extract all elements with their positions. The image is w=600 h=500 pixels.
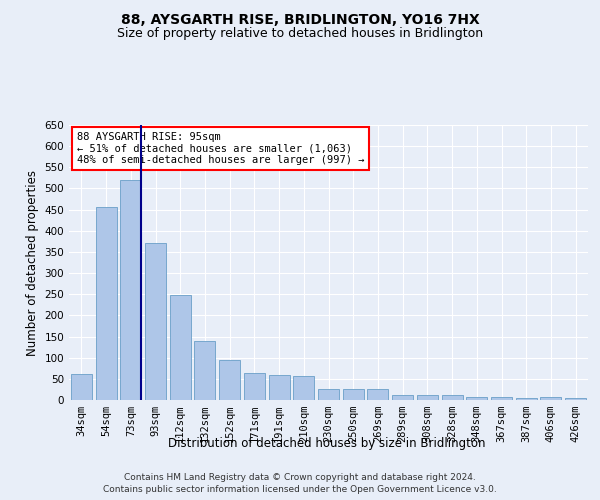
Bar [170, 295, 191, 400]
Bar [442, 395, 463, 400]
Bar [219, 360, 240, 400]
Bar [466, 396, 487, 400]
Bar [269, 374, 290, 400]
Bar [491, 398, 512, 400]
Text: 88, AYSGARTH RISE, BRIDLINGTON, YO16 7HX: 88, AYSGARTH RISE, BRIDLINGTON, YO16 7HX [121, 12, 479, 26]
Bar [318, 388, 339, 400]
Bar [145, 244, 166, 400]
Bar [367, 388, 388, 400]
Bar [516, 398, 537, 400]
Text: Contains HM Land Registry data © Crown copyright and database right 2024.: Contains HM Land Registry data © Crown c… [124, 472, 476, 482]
Text: Distribution of detached houses by size in Bridlington: Distribution of detached houses by size … [168, 438, 486, 450]
Bar [71, 374, 92, 400]
Bar [565, 398, 586, 400]
Text: Size of property relative to detached houses in Bridlington: Size of property relative to detached ho… [117, 28, 483, 40]
Bar [244, 374, 265, 400]
Bar [95, 206, 116, 400]
Bar [293, 376, 314, 400]
Bar [417, 395, 438, 400]
Text: 88 AYSGARTH RISE: 95sqm
← 51% of detached houses are smaller (1,063)
48% of semi: 88 AYSGARTH RISE: 95sqm ← 51% of detache… [77, 132, 364, 165]
Bar [343, 388, 364, 400]
Text: Contains public sector information licensed under the Open Government Licence v3: Contains public sector information licen… [103, 485, 497, 494]
Y-axis label: Number of detached properties: Number of detached properties [26, 170, 39, 356]
Bar [120, 180, 141, 400]
Bar [194, 341, 215, 400]
Bar [392, 396, 413, 400]
Bar [541, 397, 562, 400]
